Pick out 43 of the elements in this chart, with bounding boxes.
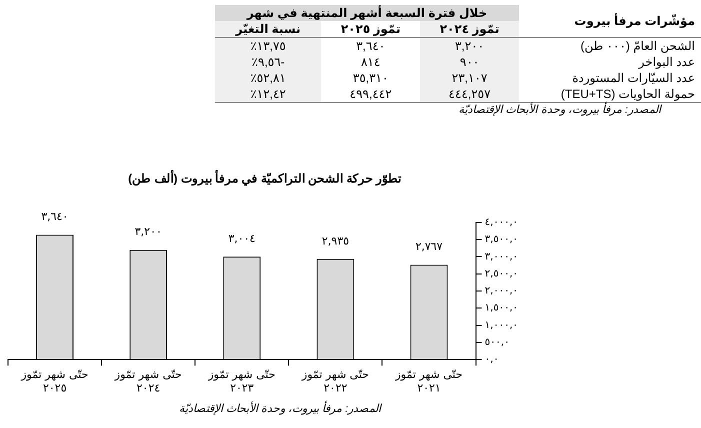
y-tick-label: ٢,٥٠٠,٠ [484,268,518,280]
y-tick-label: ١,٥٠٠,٠ [484,302,518,314]
y-tick-label: ٥٠٠,٠ [484,337,510,348]
text: ٣٥,٣١٠ [352,71,388,85]
y-tick-label: ٠,٠ [484,354,499,366]
text: المصدر: مرفأ بيروت، وحدة الأبحاث الإقتصاديّة [178,402,383,415]
data-label: ٢,٩٣٥ [322,234,350,248]
text: ٨١٤ [360,55,380,69]
data-label: ٢,٧٦٧ [415,240,443,254]
category-label: نسبة التغيّر [215,21,322,38]
x-tick-label: حتّى شهر تمّوز ٢٠٢٤ [114,368,182,394]
y-tick-label: ٣,٥٠٠,٠ [484,234,518,246]
x-tick-label: حتّى شهر تمّوز ٢٠٢٣ [207,368,276,394]
category-label: تمّوز ٢٠٢٥ [321,21,420,38]
data-label: ٣,٦٤٠ [41,210,68,224]
text: ٩٠٠ [460,55,480,69]
text: ١٣,٧٥٪ [250,39,286,53]
x-tick-label: حتّى شهر تمّوز ٢٠٢٥ [20,368,88,394]
y-tick-label: ٢,٠٠٠,٠ [484,286,518,297]
text: ٣,٦٤٠ [356,39,386,53]
category-label: تمّوز ٢٠٢٤ [420,21,519,38]
text: مؤشّرات مرفأ بيروت [519,5,701,38]
text: ٤٩٩,٤٤٢ [350,87,392,101]
data-label: ٣,٠٠٤ [228,232,256,245]
category-label: الشحن العامّ (٠٠٠ طن) [580,39,695,53]
text: ٢٣,١٠٧ [452,71,488,85]
text: المصدر: مرفأ بيروت، وحدة الأبحاث الإقتصاديّة [458,103,662,116]
chart-title: تطوّر حركة الشحن التراكميّة في مرفأ بيروت (ألف طن) [128,170,402,187]
text: ٣,٢٠٠ [454,39,484,53]
text: خلال فترة السبعة أشهر المنتهية في شهر [215,5,519,21]
y-tick-label: ١,٠٠٠,٠ [484,320,518,331]
y-tick-label: ٣,٠٠٠,٠ [484,251,518,262]
y-tick-label: ٤,٠٠٠,٠ [484,216,518,228]
x-tick-label: حتّى شهر تمّوز ٢٠٢١ [394,368,463,394]
category-label: حمولة الحاويات (TEU+TS) [560,87,695,101]
text: ١٢,٤٢٪ [250,87,286,101]
category-label: عدد السيّارات المستوردة [572,71,695,85]
text: -٩,٥٦٪ [252,55,285,69]
data-label: ٣,٢٠٠ [134,225,162,238]
text: ٤٤٤,٢٥٧ [448,87,491,101]
category-label: عدد البواخر [638,55,695,69]
x-tick-label: حتّى شهر تمّوز ٢٠٢٢ [300,368,369,394]
text: ٥٢,٨١٪ [250,71,286,85]
